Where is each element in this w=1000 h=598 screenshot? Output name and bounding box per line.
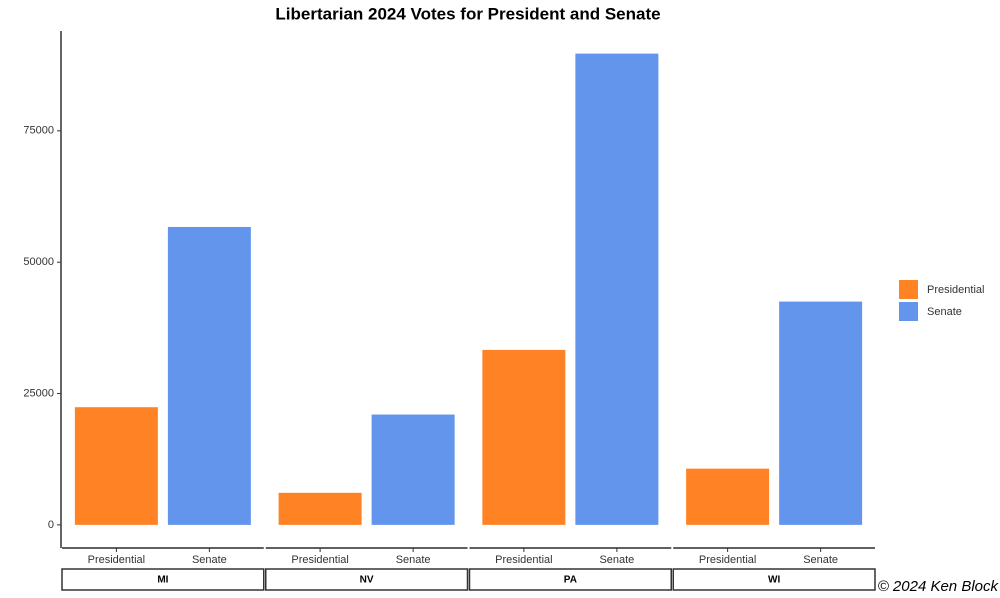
- legend-key: [899, 302, 918, 321]
- x-tick-label: Senate: [396, 554, 431, 566]
- y-tick-label: 75000: [23, 125, 54, 137]
- bar: [779, 301, 863, 525]
- x-tick-label: Presidential: [495, 554, 552, 566]
- x-tick-label: Senate: [599, 554, 634, 566]
- facet-strip: [265, 568, 469, 591]
- facet-label: MI: [157, 575, 168, 586]
- facet-label: PA: [564, 575, 577, 586]
- legend-label: Presidential: [927, 284, 984, 296]
- bar: [575, 53, 659, 525]
- bar: [167, 226, 251, 525]
- y-tick-label: 50000: [23, 256, 54, 268]
- bar: [482, 349, 566, 525]
- y-tick-label: 25000: [23, 387, 54, 399]
- x-tick-label: Presidential: [291, 554, 348, 566]
- bar: [371, 414, 455, 525]
- facet-strip: [468, 568, 672, 591]
- bar: [278, 492, 362, 525]
- legend-label: Senate: [927, 306, 962, 318]
- facet-strip: [61, 568, 265, 591]
- x-tick-label: Presidential: [88, 554, 145, 566]
- bar: [74, 407, 158, 525]
- facet-label: WI: [768, 575, 780, 586]
- legend-key: [899, 280, 918, 299]
- facet-strip: [672, 568, 876, 591]
- bar: [686, 468, 770, 525]
- x-tick-label: Presidential: [699, 554, 756, 566]
- x-tick-label: Senate: [803, 554, 838, 566]
- x-tick-label: Senate: [192, 554, 227, 566]
- caption: © 2024 Ken Block: [878, 578, 1000, 595]
- chart-title: Libertarian 2024 Votes for President and…: [275, 4, 660, 23]
- y-tick-label: 0: [48, 519, 54, 531]
- facet-label: NV: [360, 575, 374, 586]
